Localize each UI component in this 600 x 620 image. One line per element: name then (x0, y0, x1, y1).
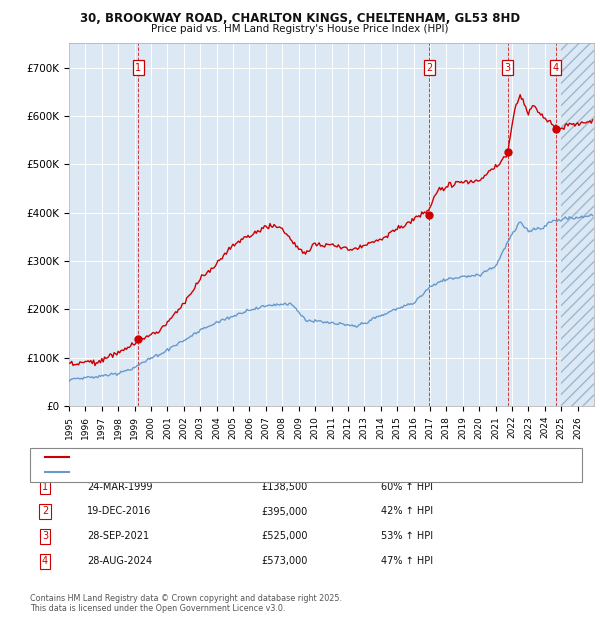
Text: Price paid vs. HM Land Registry's House Price Index (HPI): Price paid vs. HM Land Registry's House … (151, 24, 449, 33)
Text: 1: 1 (42, 482, 48, 492)
Text: 3: 3 (42, 531, 48, 541)
Text: 2: 2 (42, 507, 48, 516)
Bar (561, 43, 594, 406)
Text: £573,000: £573,000 (261, 556, 307, 566)
Text: 28-AUG-2024: 28-AUG-2024 (87, 556, 152, 566)
Text: HPI: Average price, semi-detached house, Cheltenham: HPI: Average price, semi-detached house,… (75, 468, 311, 477)
Text: 3: 3 (505, 63, 511, 73)
Text: Contains HM Land Registry data © Crown copyright and database right 2025.: Contains HM Land Registry data © Crown c… (30, 593, 342, 603)
Text: 42% ↑ HPI: 42% ↑ HPI (381, 507, 433, 516)
Text: 30, BROOKWAY ROAD, CHARLTON KINGS, CHELTENHAM, GL53 8HD (semi-detached house): 30, BROOKWAY ROAD, CHARLTON KINGS, CHELT… (75, 453, 466, 461)
Text: 4: 4 (42, 556, 48, 566)
Text: £138,500: £138,500 (261, 482, 307, 492)
Text: 47% ↑ HPI: 47% ↑ HPI (381, 556, 433, 566)
Text: 60% ↑ HPI: 60% ↑ HPI (381, 482, 433, 492)
Text: £525,000: £525,000 (261, 531, 308, 541)
Text: 28-SEP-2021: 28-SEP-2021 (87, 531, 149, 541)
Text: £395,000: £395,000 (261, 507, 307, 516)
Text: This data is licensed under the Open Government Licence v3.0.: This data is licensed under the Open Gov… (30, 603, 286, 613)
Text: 53% ↑ HPI: 53% ↑ HPI (381, 531, 433, 541)
Text: 1: 1 (135, 63, 141, 73)
Text: 30, BROOKWAY ROAD, CHARLTON KINGS, CHELTENHAM, GL53 8HD: 30, BROOKWAY ROAD, CHARLTON KINGS, CHELT… (80, 12, 520, 25)
Text: 24-MAR-1999: 24-MAR-1999 (87, 482, 152, 492)
Text: 2: 2 (427, 63, 433, 73)
Text: 19-DEC-2016: 19-DEC-2016 (87, 507, 151, 516)
Text: 4: 4 (553, 63, 559, 73)
